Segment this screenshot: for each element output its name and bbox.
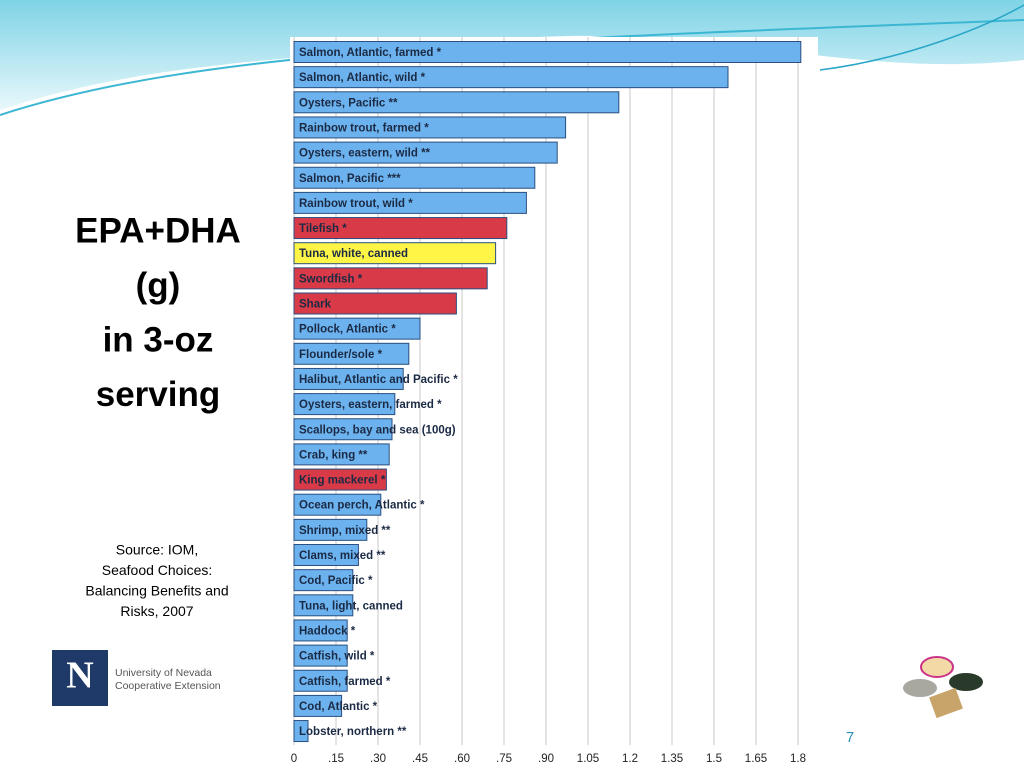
bar: [293, 141, 558, 164]
bar: [293, 217, 508, 240]
slide-title: EPA+DHA (g) in 3-oz serving: [75, 211, 241, 414]
category-label: Catfish, wild *: [299, 651, 375, 663]
source-line: Seafood Choices:: [102, 562, 213, 578]
bar: [293, 166, 536, 189]
swoosh-line: [819, 4, 1024, 71]
header-swoosh: [0, 0, 1024, 110]
x-tick-label: 1.65: [745, 753, 767, 765]
category-label: Tilefish *: [299, 223, 347, 235]
bar: [293, 669, 348, 692]
category-label: Oysters, Pacific **: [299, 97, 398, 109]
x-tick-label: .30: [370, 753, 386, 765]
title-line: (g): [136, 266, 181, 305]
category-label: Rainbow trout, farmed *: [299, 122, 429, 134]
bar: [293, 317, 421, 340]
x-tick-label: 1.05: [577, 753, 599, 765]
x-tick-label: .75: [496, 753, 512, 765]
x-tick-label: 0: [291, 753, 297, 765]
page-number: 7: [846, 729, 854, 746]
x-tick-label: .15: [328, 753, 344, 765]
category-label: Haddock *: [299, 625, 356, 637]
food-image: [903, 656, 983, 719]
source-line: Balancing Benefits and: [85, 583, 228, 599]
x-tick-label: 1.5: [706, 753, 722, 765]
bar: [293, 443, 390, 466]
source-note: Source: IOM, Seafood Choices: Balancing Be…: [85, 542, 228, 620]
category-label: Flounder/sole *: [299, 349, 383, 361]
bar: [293, 569, 354, 592]
category-label: Shrimp, mixed **: [299, 525, 391, 537]
category-label: Oysters, eastern, wild **: [299, 148, 431, 160]
bar: [293, 594, 354, 617]
category-label: Swordfish *: [299, 273, 363, 285]
bar: [293, 393, 396, 416]
bar: [293, 191, 527, 214]
x-tick-label: .60: [454, 753, 470, 765]
source-line: Source: IOM,: [116, 542, 198, 558]
x-tick-label: 1.2: [622, 753, 638, 765]
category-label: Salmon, Atlantic, wild *: [299, 72, 426, 84]
bar: [293, 493, 382, 516]
category-label: Ocean perch, Atlantic *: [299, 500, 425, 512]
bar: [293, 267, 488, 290]
title-line: EPA+DHA: [75, 211, 241, 250]
bar: [293, 468, 387, 491]
bar: [293, 116, 567, 139]
category-label: Tuna, light, canned: [299, 600, 403, 612]
bar: [293, 619, 348, 642]
x-tick-label: .90: [538, 753, 554, 765]
bar: [293, 342, 410, 365]
category-label: Catfish, farmed *: [299, 676, 391, 688]
bar: [293, 720, 309, 743]
category-label: Crab, king **: [299, 449, 368, 461]
category-label: Scallops, bay and sea (100g): [299, 424, 456, 436]
category-label: Cod, Pacific *: [299, 575, 373, 587]
x-tick-label: 1.8: [790, 753, 806, 765]
logo-mark: [52, 650, 108, 706]
bar: [293, 544, 359, 566]
category-label: Lobster, northern **: [299, 726, 407, 738]
bar: [293, 91, 620, 114]
title-line: serving: [96, 375, 221, 414]
category-label: Salmon, Atlantic, farmed *: [299, 47, 442, 59]
category-label: Cod, Atlantic *: [299, 701, 378, 713]
category-label: Clams, mixed **: [299, 550, 386, 562]
bar: [293, 418, 393, 441]
category-label: Rainbow trout, wild *: [299, 198, 413, 210]
bar: [293, 292, 457, 315]
bar: [293, 66, 729, 89]
category-label: Tuna, white, canned: [299, 248, 408, 260]
logo-text: University of Nevada: [115, 667, 212, 679]
bar: [293, 644, 348, 667]
category-label: Halibut, Atlantic and Pacific *: [299, 374, 458, 386]
x-tick-label: 1.35: [661, 753, 683, 765]
category-label: Salmon, Pacific ***: [299, 173, 401, 185]
category-label: Shark: [299, 299, 332, 311]
bar: [293, 41, 802, 63]
bar: [293, 694, 343, 717]
source-line: Risks, 2007: [120, 603, 193, 619]
category-label: King mackerel *: [299, 475, 386, 487]
category-label: Oysters, eastern, farmed *: [299, 399, 442, 411]
logo-letter: N: [66, 655, 93, 697]
bar: [293, 242, 497, 265]
category-label: Pollock, Atlantic *: [299, 324, 396, 336]
x-tick-label: .45: [412, 753, 428, 765]
bar: [293, 518, 368, 541]
logo-text: Cooperative Extension: [115, 680, 221, 692]
title-line: in 3-oz: [103, 320, 214, 359]
bar: [293, 367, 404, 390]
